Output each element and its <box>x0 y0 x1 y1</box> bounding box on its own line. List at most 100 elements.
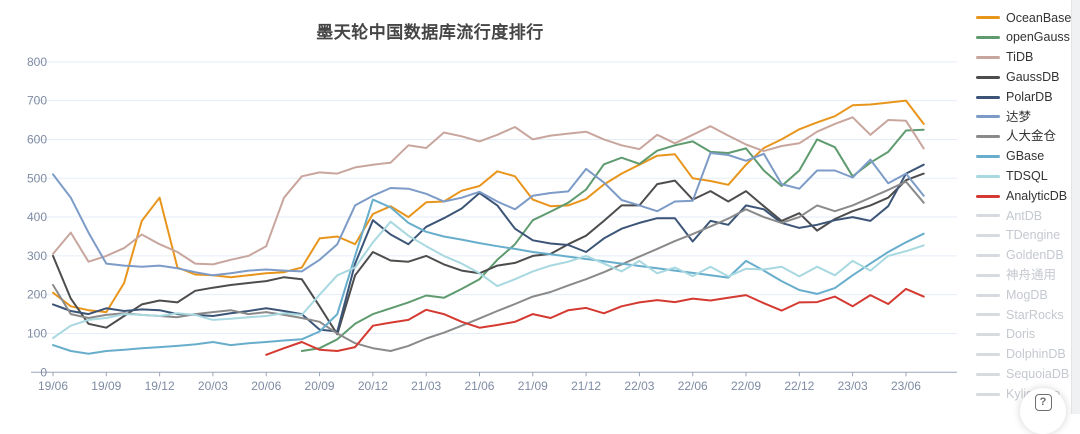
legend-label: AnalyticDB <box>1006 188 1068 203</box>
legend-item-GBase[interactable]: GBase <box>976 147 1076 167</box>
y-axis-label: 700 <box>27 94 47 108</box>
x-axis-label: 22/09 <box>731 379 761 393</box>
legend-item-GoldenDB[interactable]: GoldenDB <box>976 246 1076 266</box>
legend-label: GBase <box>1006 149 1045 164</box>
x-axis-label: 19/09 <box>91 379 121 393</box>
chart-title: 墨天轮中国数据库流行度排行 <box>316 23 544 42</box>
series-line-TDSQL <box>52 220 925 340</box>
legend-item-SequoiaDB[interactable]: SequoiaDB <box>976 364 1076 384</box>
series-line-达梦 <box>52 152 925 277</box>
legend-item-人大金仓[interactable]: 人大金仓 <box>976 127 1076 147</box>
legend-item-神舟通用[interactable]: 神舟通用 <box>976 265 1076 285</box>
legend-item-TDengine[interactable]: TDengine <box>976 226 1076 246</box>
legend-label: SequoiaDB <box>1006 366 1070 381</box>
legend-label: TDengine <box>1006 228 1061 243</box>
legend-label: TiDB <box>1006 50 1034 65</box>
y-axis-label: 200 <box>27 288 47 302</box>
x-axis-label: 21/06 <box>464 379 494 393</box>
y-axis-label: 300 <box>27 249 47 263</box>
series-line-PolarDB <box>52 163 925 333</box>
legend-line-swatch <box>976 273 1000 277</box>
legend-line-swatch <box>976 352 1000 356</box>
legend-line-swatch <box>976 234 1000 238</box>
legend-label: OceanBase <box>1006 10 1072 25</box>
legend-label: MogDB <box>1006 287 1048 302</box>
legend-label: 达梦 <box>1006 109 1032 124</box>
legend-item-Doris[interactable]: Doris <box>976 325 1076 345</box>
x-axis-label: 20/06 <box>251 379 281 393</box>
legend-item-TDSQL[interactable]: TDSQL <box>976 166 1076 186</box>
series-line-人大金仓 <box>52 180 925 352</box>
y-axis-label: 100 <box>27 326 47 340</box>
legend-item-MogDB[interactable]: MogDB <box>976 285 1076 305</box>
series-line-GaussDB <box>52 172 925 336</box>
legend-line-swatch <box>976 115 1000 119</box>
legend-line-swatch <box>976 372 1000 376</box>
x-axis-label: 19/12 <box>145 379 175 393</box>
legend-line-swatch <box>976 174 1000 178</box>
legend-item-OceanBase[interactable]: OceanBase <box>976 8 1076 28</box>
x-axis-label: 23/06 <box>891 379 921 393</box>
legend-item-达梦[interactable]: 达梦 <box>976 107 1076 127</box>
legend-line-swatch <box>976 75 1000 79</box>
x-axis-label: 22/03 <box>624 379 654 393</box>
legend-item-TiDB[interactable]: TiDB <box>976 48 1076 68</box>
legend-label: TDSQL <box>1006 169 1048 184</box>
legend-line-swatch <box>976 214 1000 218</box>
legend-line-swatch <box>976 95 1000 99</box>
x-axis-label: 22/06 <box>678 379 708 393</box>
legend-item-DolphinDB[interactable]: DolphinDB <box>976 345 1076 365</box>
chart-legend: OceanBase openGauss TiDB GaussDB PolarDB 达梦人大… <box>976 8 1076 404</box>
x-axis-label: 22/12 <box>784 379 814 393</box>
popularity-chart: 墨天轮中国数据库流行度排行 0 100 200 300 400 500 600 700 800 1… <box>0 0 1080 414</box>
y-axis-label: 400 <box>27 210 47 224</box>
y-axis-label: 800 <box>27 55 47 69</box>
legend-item-GaussDB[interactable]: GaussDB <box>976 67 1076 87</box>
x-axis-label: 23/03 <box>838 379 868 393</box>
x-axis-label: 20/09 <box>305 379 335 393</box>
legend-item-openGauss[interactable]: openGauss <box>976 28 1076 48</box>
legend-line-swatch <box>976 194 1000 198</box>
legend-label: AntDB <box>1006 208 1043 223</box>
x-axis-label: 19/06 <box>38 379 68 393</box>
legend-label: openGauss <box>1006 30 1070 45</box>
legend-label: GoldenDB <box>1006 248 1064 263</box>
x-axis-label: 20/03 <box>198 379 228 393</box>
legend-line-swatch <box>976 135 1000 139</box>
series-line-openGauss <box>300 128 925 352</box>
help-icon: ? <box>1034 394 1052 411</box>
y-axis-label: 600 <box>27 132 47 146</box>
chart-canvas[interactable]: 0 100 200 300 400 500 600 700 800 19/06 19/09 19/12… <box>0 0 1080 414</box>
legend-label: StarRocks <box>1006 307 1064 322</box>
help-fab[interactable]: ? <box>1020 388 1066 434</box>
x-axis-label: 21/03 <box>411 379 441 393</box>
series-line-AnalyticDB <box>265 287 925 356</box>
legend-item-PolarDB[interactable]: PolarDB <box>976 87 1076 107</box>
y-axis-label: 0 <box>40 365 47 379</box>
legend-line-swatch <box>976 253 1000 257</box>
x-axis-label: 21/09 <box>518 379 548 393</box>
y-axis-label: 500 <box>27 171 47 185</box>
legend-item-StarRocks[interactable]: StarRocks <box>976 305 1076 325</box>
legend-label: Doris <box>1006 327 1036 342</box>
legend-label: PolarDB <box>1006 89 1053 104</box>
legend-line-swatch <box>976 313 1000 317</box>
legend-line-swatch <box>976 16 1000 20</box>
legend-item-AntDB[interactable]: AntDB <box>976 206 1076 226</box>
legend-label: DolphinDB <box>1006 347 1066 362</box>
scrollbar-track[interactable] <box>1071 0 1080 414</box>
legend-label: 人大金仓 <box>1006 129 1057 144</box>
legend-line-swatch <box>976 36 1000 40</box>
x-axis-label: 21/12 <box>571 379 601 393</box>
legend-item-AnalyticDB[interactable]: AnalyticDB <box>976 186 1076 206</box>
series-line-TiDB <box>52 116 925 266</box>
legend-line-swatch <box>976 154 1000 158</box>
legend-line-swatch <box>976 293 1000 297</box>
series-line-GBase <box>52 198 925 355</box>
legend-line-swatch <box>976 333 1000 337</box>
legend-line-swatch <box>976 55 1000 59</box>
legend-label: 神舟通用 <box>1006 268 1057 282</box>
legend-line-swatch <box>976 392 1000 396</box>
series-line-OceanBase <box>52 99 925 314</box>
x-axis-label: 20/12 <box>358 379 388 393</box>
